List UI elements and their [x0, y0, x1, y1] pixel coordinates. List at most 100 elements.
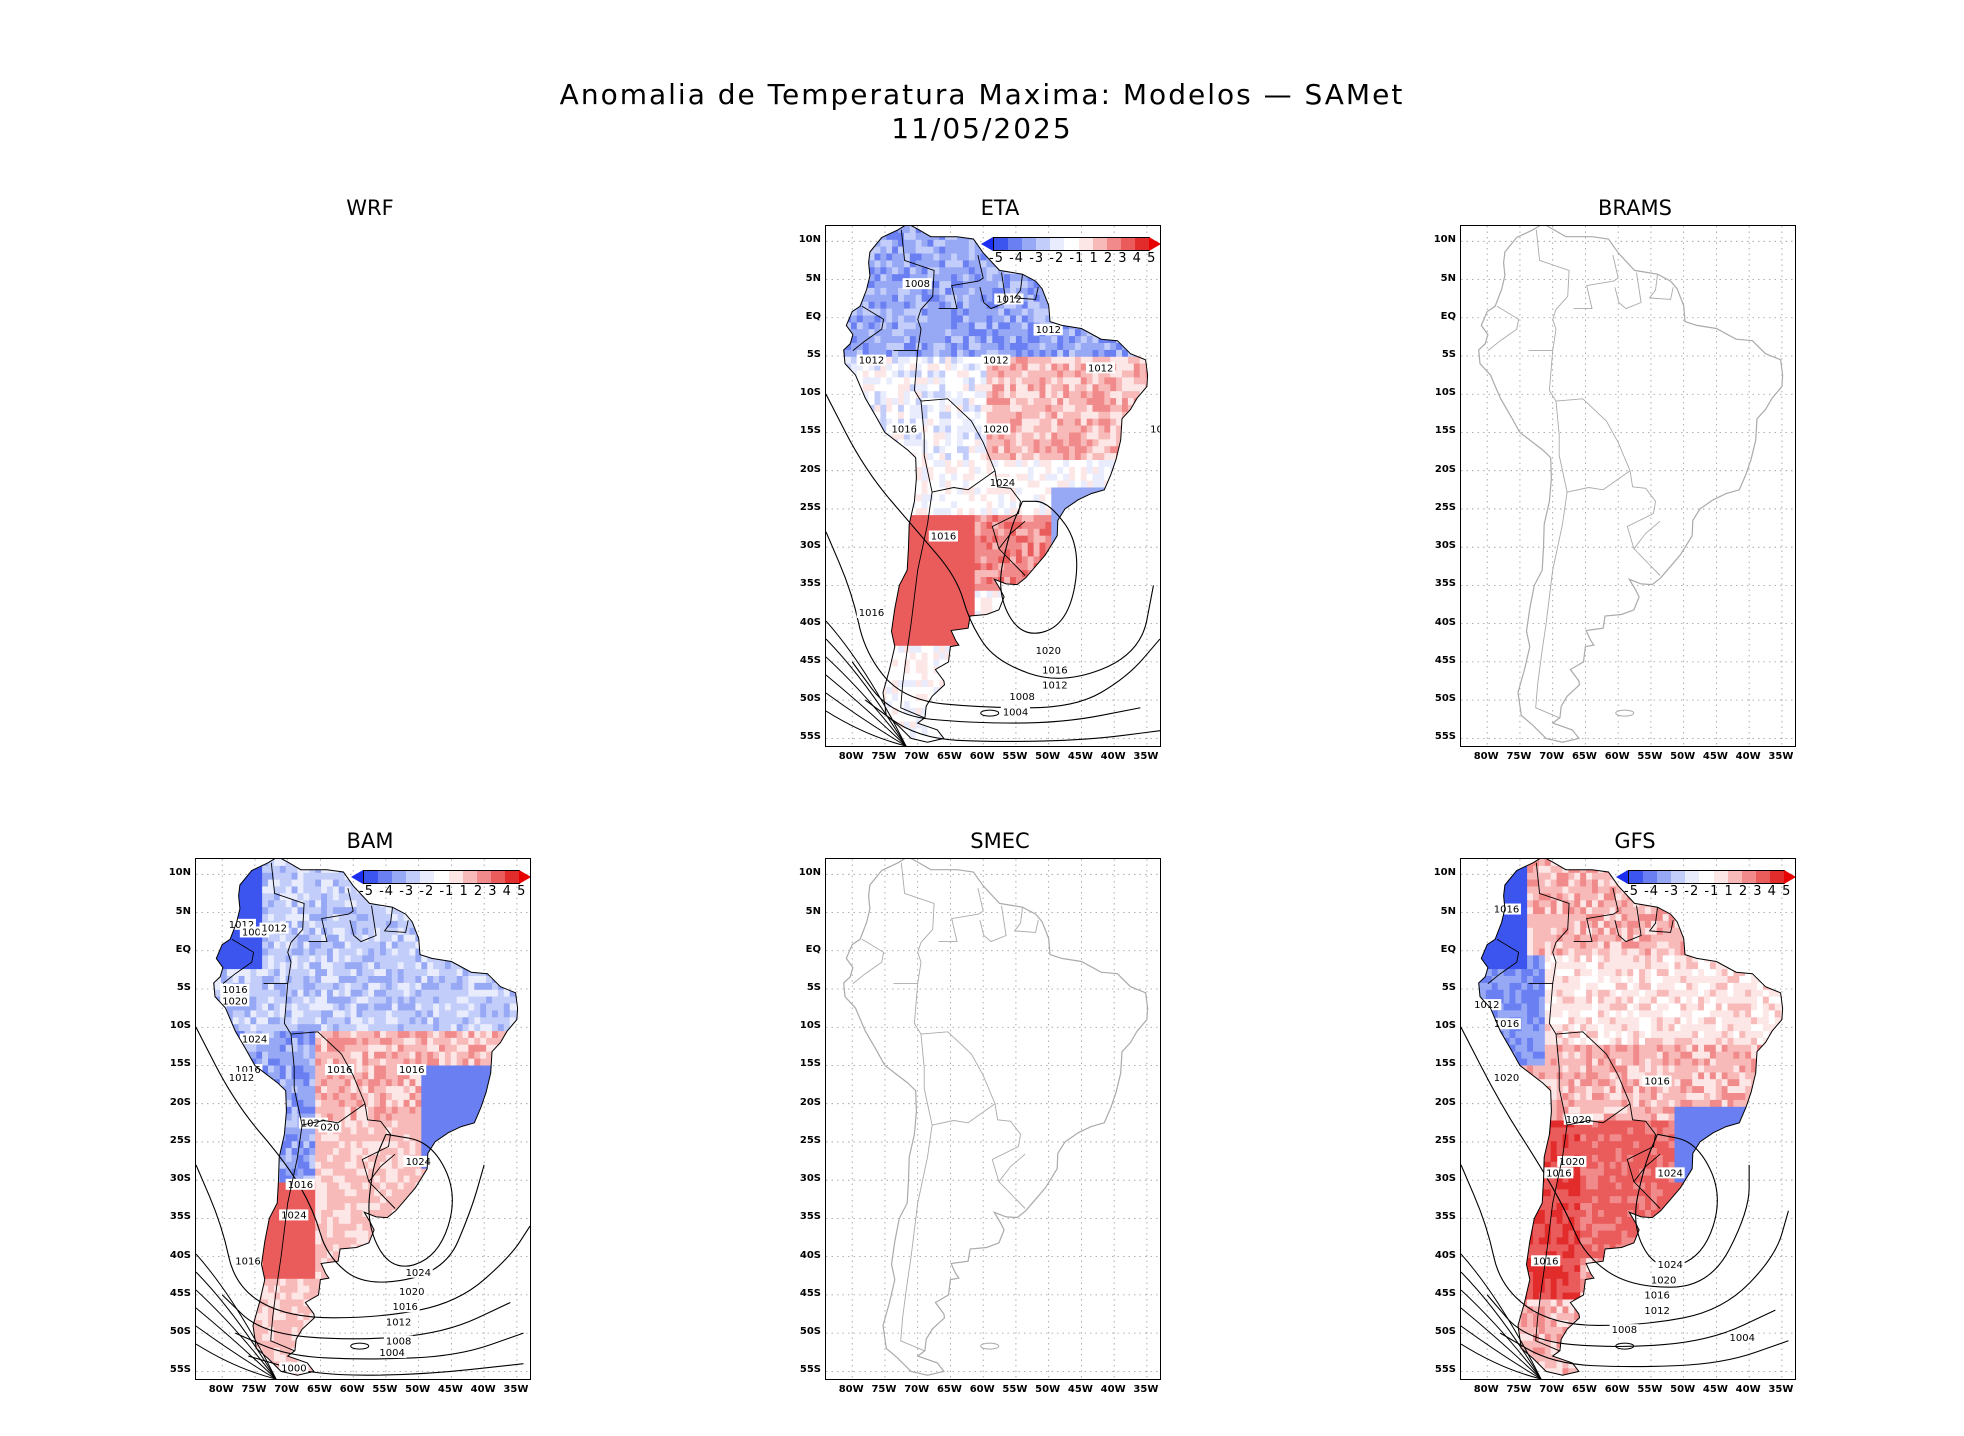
isobar-label: 020: [320, 1122, 339, 1133]
lat-tick-label: 35S: [1434, 578, 1456, 590]
country-border: [1535, 455, 1568, 719]
legend-swatch: [1022, 238, 1037, 250]
isobar-label: 1020: [301, 1119, 326, 1130]
legend-swatch: [1643, 871, 1658, 883]
lon-tick-label: 40W: [1735, 1384, 1761, 1395]
color-legend: -5 -4 -3 -2 -1 1 2 3 4 5: [1616, 870, 1795, 904]
isobar-label: 1004: [1003, 707, 1028, 718]
country-border: [900, 229, 935, 351]
country-border: [1648, 274, 1674, 300]
legend-swatch: [1120, 238, 1135, 250]
isobar-label: 1004: [1730, 1333, 1755, 1344]
coastline: [843, 226, 1149, 743]
lon-tick-label: 60W: [1604, 1384, 1630, 1395]
lon-tick-label: 50W: [1670, 751, 1696, 762]
legend-swatch: [378, 871, 393, 883]
lat-tick-label: 45S: [799, 654, 821, 666]
lon-tick-label: 65W: [936, 1384, 962, 1395]
isobar-label: 1008: [1612, 1325, 1637, 1336]
country-border: [1487, 305, 1520, 351]
isobar-label: 1016: [931, 532, 956, 543]
isobar-label: 1012: [261, 924, 286, 935]
lat-tick-label: 25S: [799, 1134, 821, 1146]
isobar-label: 1012: [859, 356, 884, 367]
lat-tick-label: 45S: [799, 1287, 821, 1299]
lat-tick-label: 10N: [1433, 234, 1456, 246]
legend-swatch: [1713, 871, 1728, 883]
lon-tick-label: 70W: [904, 751, 930, 762]
country-border: [308, 887, 354, 943]
panel-title-brams: BRAMS: [1598, 196, 1672, 220]
legend-swatch: [476, 871, 491, 883]
country-border: [1648, 907, 1674, 933]
lat-tick-label: EQ: [805, 310, 821, 322]
lon-tick-label: 55W: [372, 1384, 398, 1395]
country-border: [1528, 983, 1560, 1089]
lon-tick-label: 70W: [274, 1384, 300, 1395]
country-border: [1633, 1153, 1661, 1182]
legend-swatch: [1092, 238, 1107, 250]
lat-tick-label: 55S: [1434, 731, 1456, 743]
falkland-islands: [350, 1342, 370, 1350]
lon-tick-label: 75W: [241, 1384, 267, 1395]
lat-tick-label: 35S: [169, 1211, 191, 1223]
country-border: [361, 1103, 396, 1209]
country-border: [1528, 350, 1560, 456]
legend-swatch: [1727, 871, 1742, 883]
isobar-label: 1016: [235, 1065, 260, 1076]
lon-tick-label: 40W: [1100, 751, 1126, 762]
isobar-label: 1020: [222, 996, 247, 1007]
isobar-label: 1016: [327, 1065, 352, 1076]
isobar-label: 1016: [1644, 1077, 1669, 1088]
isobar-label: 1020: [1566, 1115, 1591, 1126]
isobar-label: 1016: [1042, 665, 1067, 676]
isobar-label: 1012: [386, 1317, 411, 1328]
graticule: [1461, 226, 1795, 746]
country-border: [998, 520, 1026, 549]
isobar-label: 1016: [399, 1065, 424, 1076]
lat-tick-label: 30S: [1434, 1173, 1456, 1185]
lat-tick-label: 15S: [1434, 425, 1456, 437]
isobar-label: 1012: [1036, 325, 1061, 336]
legend-swatch: [1134, 238, 1150, 250]
country-border: [979, 272, 1007, 310]
lat-tick-label: 40S: [799, 616, 821, 628]
lat-tick-label: 15S: [1434, 1058, 1456, 1070]
isobar-label: 1016: [1494, 1019, 1519, 1030]
legend-swatch: [1050, 238, 1065, 250]
lat-tick-label: 55S: [1434, 1364, 1456, 1376]
lat-tick-label: 55S: [799, 1364, 821, 1376]
isobar-label: 1000: [281, 1363, 306, 1374]
legend-swatch: [1657, 871, 1672, 883]
lat-tick-label: 5N: [805, 905, 821, 917]
isobars: [1461, 1026, 1789, 1379]
lat-tick-label: 10S: [169, 1020, 191, 1032]
lon-tick-label: 80W: [838, 751, 864, 762]
isobar-label: 1024: [1657, 1260, 1682, 1271]
lat-tick-label: 50S: [1434, 693, 1456, 705]
lat-tick-label: 35S: [799, 1211, 821, 1223]
lat-tick-label: 5S: [806, 349, 821, 360]
lat-tick-label: 50S: [1434, 1326, 1456, 1338]
lon-tick-label: 35W: [1768, 751, 1794, 762]
country-border: [852, 305, 885, 351]
country-border: [1535, 229, 1570, 351]
country-border: [1626, 1103, 1661, 1209]
legend-swatch: [1008, 238, 1023, 250]
country-border: [920, 398, 996, 493]
isobar-label: 1012: [1644, 1306, 1669, 1317]
country-border: [1013, 907, 1039, 933]
isobar-label: 1012: [1088, 363, 1113, 374]
lat-tick-label: 30S: [169, 1173, 191, 1185]
map-panel-eta: 1008 1012 1012 1012 1012 1012 1016 1020 1024 1016…: [825, 225, 1161, 747]
legend-swatch: [994, 238, 1009, 250]
lat-tick-label: 5N: [175, 905, 191, 917]
country-border: [263, 983, 295, 1089]
panel-title-bam: BAM: [346, 829, 394, 853]
isobars: [196, 1026, 530, 1379]
lat-tick-label: 35S: [1434, 1211, 1456, 1223]
falkland-islands: [1615, 1342, 1635, 1350]
lat-tick-label: 45S: [1434, 1287, 1456, 1299]
lat-tick-label: EQ: [1440, 943, 1456, 955]
